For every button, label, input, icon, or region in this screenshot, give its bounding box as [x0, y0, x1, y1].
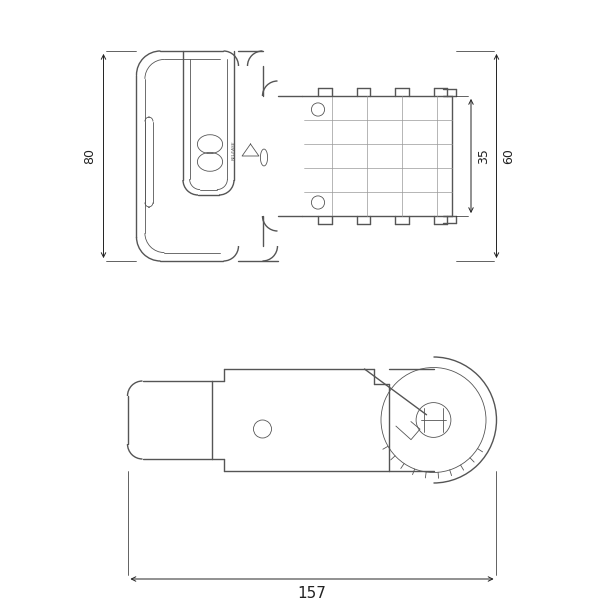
Text: 157: 157 — [298, 587, 326, 600]
Text: 80: 80 — [83, 148, 97, 164]
Text: 60: 60 — [503, 148, 515, 164]
Text: 35: 35 — [477, 148, 490, 164]
Text: RELEASE: RELEASE — [232, 140, 236, 160]
